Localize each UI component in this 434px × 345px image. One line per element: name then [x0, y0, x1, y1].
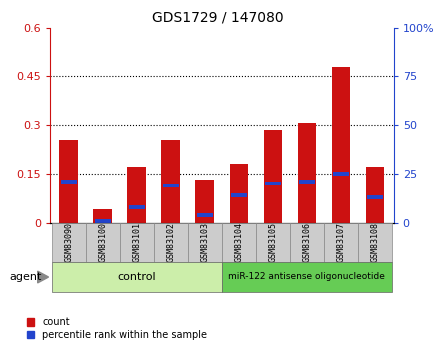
Bar: [297, 124, 316, 223]
Bar: [61, 180, 76, 184]
Bar: [197, 213, 212, 217]
Bar: [195, 180, 214, 223]
Polygon shape: [37, 271, 49, 283]
FancyBboxPatch shape: [52, 223, 85, 262]
Text: GSM83107: GSM83107: [335, 223, 345, 262]
Text: GSM83106: GSM83106: [302, 223, 311, 262]
Bar: [263, 130, 282, 223]
FancyBboxPatch shape: [255, 223, 289, 262]
Text: GSM83104: GSM83104: [234, 223, 243, 262]
Text: GSM83108: GSM83108: [370, 223, 378, 262]
Bar: [366, 195, 382, 199]
FancyBboxPatch shape: [357, 223, 391, 262]
FancyBboxPatch shape: [52, 262, 221, 292]
Bar: [230, 193, 246, 197]
FancyBboxPatch shape: [221, 262, 391, 292]
Bar: [127, 167, 146, 223]
Bar: [95, 219, 111, 223]
Text: GSM83102: GSM83102: [166, 223, 175, 262]
Bar: [128, 205, 145, 209]
FancyBboxPatch shape: [289, 223, 323, 262]
Bar: [229, 164, 248, 223]
Text: agent: agent: [10, 272, 42, 282]
Text: GSM83105: GSM83105: [268, 223, 277, 262]
Text: control: control: [117, 272, 156, 282]
FancyBboxPatch shape: [323, 223, 357, 262]
Bar: [365, 167, 383, 223]
FancyBboxPatch shape: [221, 223, 255, 262]
Bar: [298, 180, 314, 184]
Bar: [161, 140, 180, 223]
FancyBboxPatch shape: [187, 223, 221, 262]
Bar: [264, 181, 280, 186]
FancyBboxPatch shape: [85, 223, 119, 262]
Bar: [332, 172, 348, 176]
Text: GSM83103: GSM83103: [200, 223, 209, 262]
Bar: [59, 140, 78, 223]
Text: miR-122 antisense oligonucleotide: miR-122 antisense oligonucleotide: [228, 272, 385, 282]
Legend: count, percentile rank within the sample: count, percentile rank within the sample: [26, 317, 207, 340]
Text: GDS1729 / 147080: GDS1729 / 147080: [151, 10, 283, 24]
FancyBboxPatch shape: [119, 223, 154, 262]
Bar: [162, 184, 178, 187]
Text: GSM83100: GSM83100: [98, 223, 107, 262]
FancyBboxPatch shape: [154, 223, 187, 262]
Text: GSM83101: GSM83101: [132, 223, 141, 262]
Bar: [93, 209, 112, 223]
Bar: [331, 67, 349, 223]
Text: GSM83090: GSM83090: [64, 223, 73, 262]
